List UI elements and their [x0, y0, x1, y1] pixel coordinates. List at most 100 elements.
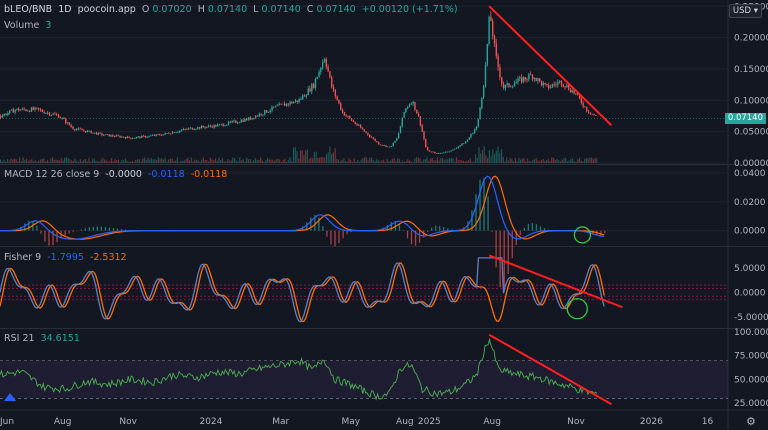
volume-bar: [156, 159, 158, 163]
candle-body: [517, 78, 519, 82]
volume-bar: [320, 156, 322, 163]
candle-body: [372, 137, 375, 139]
volume-bar: [237, 161, 239, 163]
volume-bar: [539, 161, 541, 163]
candle-body: [260, 113, 262, 116]
candle-body: [385, 145, 387, 147]
candle-body: [428, 150, 431, 152]
candle-body: [188, 128, 190, 130]
volume-bar: [65, 157, 68, 163]
candle-body: [535, 77, 537, 81]
candle-body: [86, 130, 89, 133]
volume-bar: [154, 158, 156, 163]
volume-bar: [58, 160, 61, 163]
candle-body: [206, 126, 208, 128]
candle-body: [329, 71, 331, 78]
volume-bar: [313, 152, 315, 163]
volume-bar: [509, 158, 511, 163]
candle-body: [244, 118, 246, 122]
macd-histogram-bar: [431, 227, 433, 231]
candle-body: [459, 145, 461, 147]
macd-histogram-bar: [24, 223, 26, 231]
volume-bar: [159, 158, 161, 163]
time-tick-label: Aug: [396, 417, 414, 427]
candle-body: [482, 85, 485, 98]
volume-bar: [22, 157, 24, 163]
volume-bar: [38, 160, 40, 163]
candle-body: [282, 103, 284, 105]
candle-body: [419, 116, 422, 126]
volume-bar: [405, 160, 407, 163]
candle-body: [381, 145, 384, 146]
volume-bar: [121, 159, 123, 163]
fisher-tick-label: 0.0000: [734, 288, 766, 298]
volume-bar: [168, 159, 170, 163]
candle-body: [18, 108, 20, 111]
fisher-tick-label: 5.0000: [734, 264, 766, 274]
candle-body: [332, 87, 335, 90]
candle-body: [23, 108, 25, 110]
candle-body: [247, 117, 250, 121]
volume-bar: [166, 161, 168, 163]
candle-body: [66, 122, 69, 124]
volume-bar: [15, 159, 17, 163]
volume-bar: [128, 161, 130, 163]
volume-bar: [315, 151, 317, 163]
macd-histogram-bar: [100, 226, 103, 231]
gear-icon[interactable]: ⚙: [746, 415, 756, 428]
volume-bar: [306, 149, 308, 163]
volume-bar: [183, 160, 185, 163]
volume-bar: [544, 160, 546, 163]
candle-body: [293, 101, 295, 104]
volume-bar: [90, 161, 92, 163]
currency-selector[interactable]: USD ▾: [728, 4, 762, 18]
candle-body: [359, 125, 362, 128]
volume-bar: [161, 158, 163, 163]
macd-histogram-bar: [592, 230, 594, 235]
candle-body: [423, 131, 425, 140]
candle-body: [222, 124, 224, 126]
volume-bar: [561, 159, 563, 163]
candle-body: [166, 133, 168, 134]
volume-bar: [334, 148, 336, 163]
candle-body: [553, 84, 555, 86]
candle-body: [30, 107, 33, 112]
candle-body: [65, 119, 67, 124]
volume-bar: [537, 160, 539, 163]
candle-body: [191, 127, 194, 130]
ohlc-low-key: L: [253, 4, 259, 15]
candle-body: [378, 142, 380, 145]
time-tick-label: Jun: [0, 417, 14, 427]
ohlc-close-key: C: [306, 4, 314, 15]
candle-body: [488, 16, 490, 44]
candle-body: [92, 132, 94, 134]
volume-bar: [384, 161, 386, 163]
volume-bar: [305, 150, 307, 163]
candle-body: [236, 122, 239, 124]
volume-bar: [102, 157, 104, 163]
candle-body: [573, 90, 575, 94]
volume-bar: [414, 158, 416, 163]
fisher-trigger-line: [0, 262, 605, 323]
candle-body: [446, 151, 449, 153]
volume-bar: [497, 146, 499, 163]
volume-bar: [110, 158, 113, 163]
candle-body: [168, 133, 170, 135]
macd-histogram-bar: [28, 220, 30, 231]
candle-body: [123, 136, 125, 138]
volume-bar: [214, 158, 217, 163]
volume-bar: [201, 159, 203, 163]
volume-bar: [79, 159, 81, 163]
volume-bar: [388, 160, 390, 163]
macd-histogram-bar: [52, 230, 54, 246]
candle-body: [426, 147, 429, 151]
volume-bar: [452, 158, 454, 163]
volume-bar: [246, 157, 248, 163]
volume-bar: [157, 157, 159, 163]
macd-histogram-bar: [435, 225, 437, 231]
volume-bar: [469, 158, 471, 163]
candle-body: [274, 105, 277, 108]
macd-tick-label: 0.0000: [734, 227, 766, 237]
candle-body: [557, 82, 559, 85]
